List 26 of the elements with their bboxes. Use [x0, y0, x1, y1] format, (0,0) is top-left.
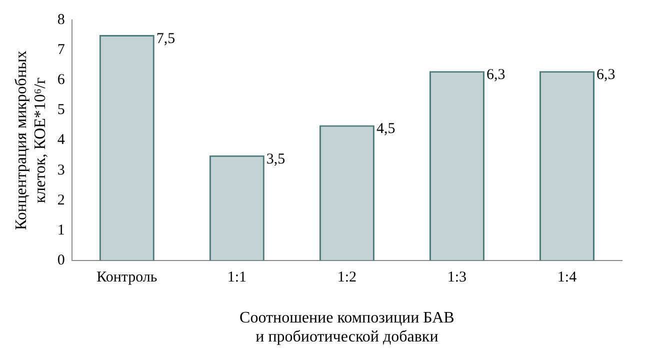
data-label: 4,5: [376, 121, 396, 138]
bar: [99, 35, 154, 261]
bar: [539, 71, 594, 261]
y-tick-label: 3: [57, 162, 65, 178]
x-tick-label: 1:2: [337, 270, 357, 286]
y-tick-label: 0: [57, 252, 65, 269]
y-tick-label: 4: [57, 132, 66, 148]
x-axis-title: Соотношение композиции БАВ и пробиотической добавки: [240, 309, 454, 346]
y-tick-label: 5: [57, 102, 65, 118]
y-tick-label: 8: [57, 12, 65, 28]
x-tick-label: 1:3: [447, 270, 467, 286]
x-tick-label: Контроль: [96, 270, 158, 286]
x-tick-label: 1:4: [557, 270, 578, 286]
y-tick-label: 6: [57, 72, 66, 88]
data-label: 3,5: [266, 151, 286, 168]
y-axis-title: Концентрация микробных клеток, КОЕ*10⁶/г: [12, 50, 50, 230]
data-label: 7,5: [156, 30, 176, 47]
data-label: 6,3: [486, 67, 506, 84]
data-label: 6,3: [596, 67, 616, 84]
y-tick-label: 2: [57, 192, 65, 208]
bar: [319, 125, 374, 261]
bar: [429, 71, 484, 261]
y-tick-label: 1: [57, 222, 65, 238]
x-tick-label: 1:1: [227, 270, 247, 286]
y-tick-label: 7: [57, 42, 66, 58]
bar: [209, 155, 264, 261]
